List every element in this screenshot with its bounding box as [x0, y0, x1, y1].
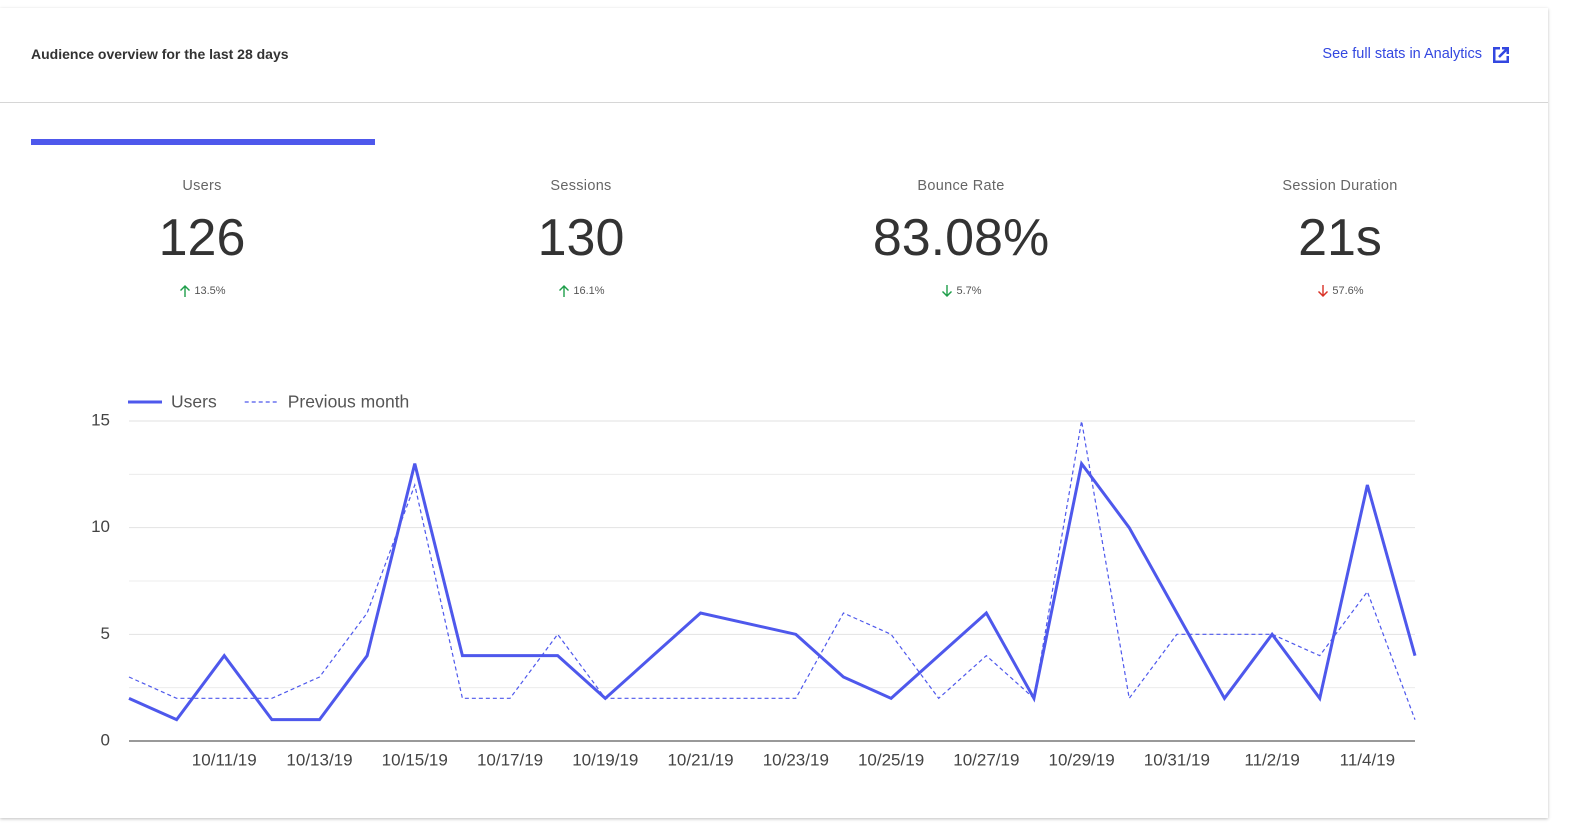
- analytics-link[interactable]: See full stats in Analytics: [1322, 46, 1482, 62]
- metric-change: 13.5%: [52, 284, 352, 298]
- y-tick-label: 5: [101, 624, 110, 643]
- change-value: 16.1%: [573, 285, 605, 297]
- series-line: [128, 460, 1417, 722]
- x-tick-label: 10/27/19: [953, 750, 1019, 769]
- change-arrow: [942, 285, 953, 297]
- header: Audience overview for the last 28 days S…: [0, 8, 1548, 103]
- active-tab-indicator: [31, 139, 375, 145]
- x-tick-label: 10/29/19: [1048, 750, 1114, 769]
- legend-label: Previous month: [288, 392, 410, 412]
- x-tick-label: 11/2/19: [1244, 750, 1299, 769]
- metric-label: Users: [182, 178, 222, 194]
- x-tick-label: 10/11/19: [192, 750, 257, 769]
- x-tick-label: 11/4/19: [1340, 750, 1395, 769]
- metric: Bounce Rate 83.08% 5.7%: [811, 178, 1111, 298]
- x-tick-label: 10/23/19: [763, 750, 829, 769]
- y-tick-label: 10: [91, 517, 110, 536]
- change-arrow: [559, 285, 570, 297]
- y-tick-label: 0: [101, 730, 110, 749]
- x-tick-label: 10/15/19: [382, 750, 448, 769]
- change-arrow: [1318, 285, 1329, 297]
- metric-change: 5.7%: [811, 284, 1111, 298]
- legend-label: Users: [171, 392, 217, 412]
- y-tick-label: 15: [91, 410, 110, 429]
- change-arrow: [180, 285, 191, 297]
- x-tick-label: 10/21/19: [667, 750, 733, 769]
- x-tick-label: 10/19/19: [572, 750, 638, 769]
- metric-value: 130: [537, 209, 625, 267]
- metric-label: Bounce Rate: [917, 178, 1005, 194]
- metric-value: 83.08%: [872, 209, 1050, 267]
- metric-value: 126: [158, 209, 246, 267]
- change-value: 57.6%: [1332, 285, 1364, 297]
- card: Audience overview for the last 28 days S…: [0, 8, 1548, 818]
- metric: Sessions 130 16.1%: [431, 178, 731, 298]
- x-tick-label: 10/31/19: [1144, 750, 1210, 769]
- x-tick-label: 10/17/19: [477, 750, 543, 769]
- change-value: 13.5%: [194, 285, 226, 297]
- metric-change: 57.6%: [1190, 284, 1490, 298]
- metric-value: 21s: [1298, 209, 1382, 267]
- metric-change: 16.1%: [431, 284, 731, 298]
- x-tick-label: 10/13/19: [286, 750, 352, 769]
- metric: Session Duration 21s 57.6%: [1190, 178, 1490, 298]
- metric: Users 126 13.5%: [52, 178, 352, 298]
- metric-label: Session Duration: [1282, 178, 1398, 194]
- title: Audience overview for the last 28 days: [31, 46, 289, 62]
- metric-label: Sessions: [550, 178, 612, 194]
- x-tick-label: 10/25/19: [858, 750, 924, 769]
- external-link-icon[interactable]: [1490, 44, 1512, 66]
- change-value: 5.7%: [956, 285, 982, 297]
- series-line: [128, 420, 1416, 720]
